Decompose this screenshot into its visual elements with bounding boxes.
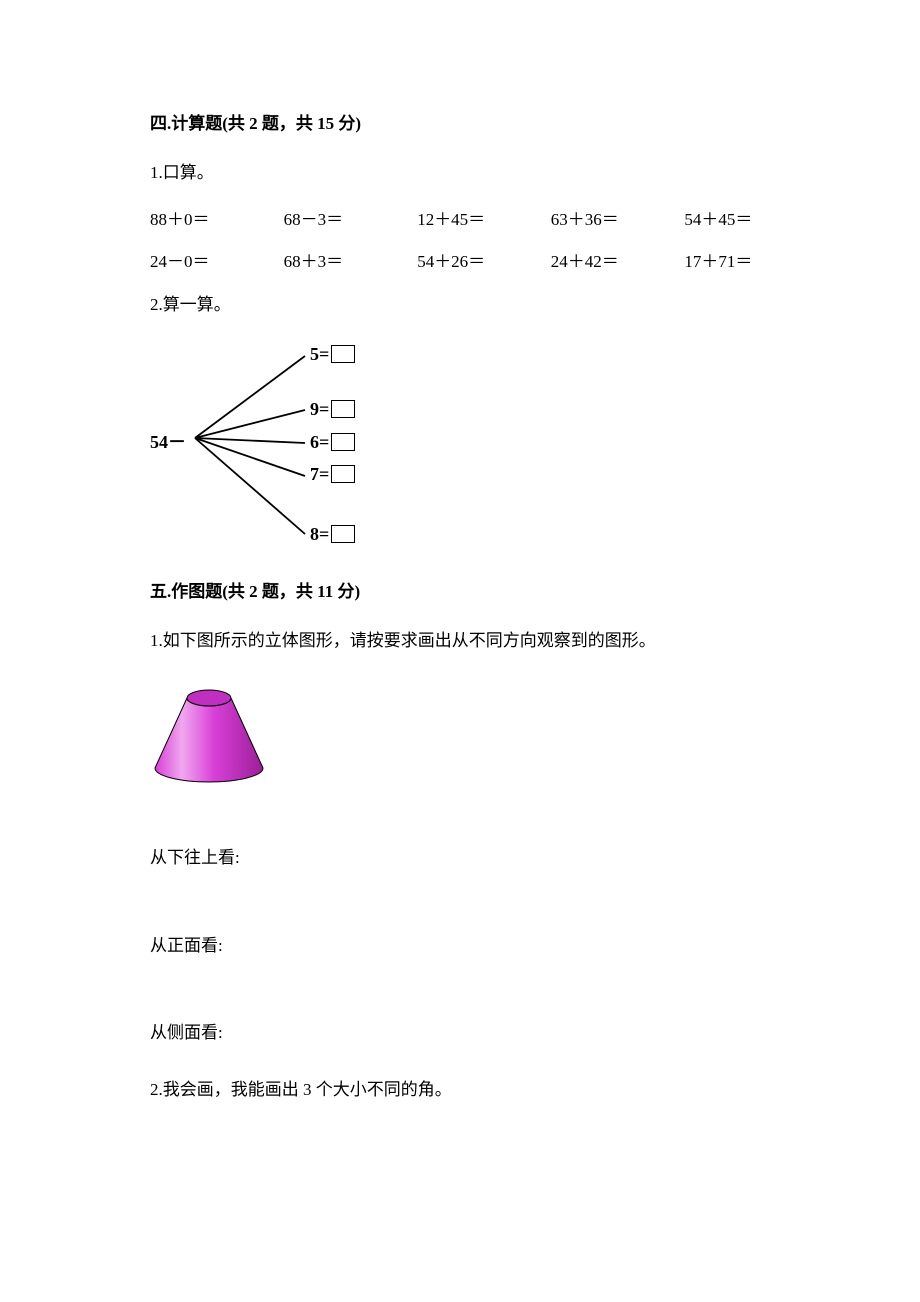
fan-lines-svg (150, 338, 410, 548)
fan-branch-label: 5= (310, 340, 329, 369)
calc-cell: 24－0＝ (150, 248, 236, 275)
calc-cell: 54＋26＝ (417, 248, 503, 275)
fan-branch-0: 5= (310, 340, 355, 369)
section4-title: 四.计算题(共 2 题，共 15 分) (150, 110, 770, 137)
frustum-shape (150, 684, 770, 784)
page: 四.计算题(共 2 题，共 15 分) 1.口算。 88＋0＝ 68－3＝ 12… (0, 0, 920, 1203)
s5-q1-label: 1.如下图所示的立体图形，请按要求画出从不同方向观察到的图形。 (150, 627, 770, 654)
calc-cell: 17＋71＝ (684, 248, 770, 275)
calc-row-2: 24－0＝ 68＋3＝ 54＋26＝ 24＋42＝ 17＋71＝ (150, 248, 770, 275)
calc-cell: 63＋36＝ (551, 206, 637, 233)
fan-left-label: 54－ (150, 428, 186, 457)
answer-box[interactable] (331, 400, 355, 418)
s4-q2-label: 2.算一算。 (150, 291, 770, 318)
answer-box[interactable] (331, 433, 355, 451)
answer-box[interactable] (331, 525, 355, 543)
calc-cell: 68－3＝ (284, 206, 370, 233)
fan-branch-label: 6= (310, 428, 329, 457)
calc-cell: 24＋42＝ (551, 248, 637, 275)
answer-box[interactable] (331, 465, 355, 483)
answer-box[interactable] (331, 345, 355, 363)
calc-cell: 88＋0＝ (150, 206, 236, 233)
view-front: 从正面看: (150, 932, 770, 959)
s4-q1-label: 1.口算。 (150, 159, 770, 186)
section5-title: 五.作图题(共 2 题，共 11 分) (150, 578, 770, 605)
view-bottom-up: 从下往上看: (150, 844, 770, 871)
fan-diagram: 54－ 5= 9= 6= 7= 8= (150, 338, 410, 548)
fan-branch-4: 8= (310, 520, 355, 549)
view-side: 从侧面看: (150, 1019, 770, 1046)
calc-cell: 12＋45＝ (417, 206, 503, 233)
calc-cell: 68＋3＝ (284, 248, 370, 275)
fan-branch-3: 7= (310, 460, 355, 489)
calc-cell: 54＋45＝ (684, 206, 770, 233)
fan-branch-label: 9= (310, 395, 329, 424)
fan-branch-label: 8= (310, 520, 329, 549)
fan-branch-1: 9= (310, 395, 355, 424)
fan-branch-label: 7= (310, 460, 329, 489)
s5-q2-label: 2.我会画，我能画出 3 个大小不同的角。 (150, 1076, 770, 1103)
frustum-svg (150, 684, 268, 784)
calc-row-1: 88＋0＝ 68－3＝ 12＋45＝ 63＋36＝ 54＋45＝ (150, 206, 770, 233)
fan-branch-2: 6= (310, 428, 355, 457)
